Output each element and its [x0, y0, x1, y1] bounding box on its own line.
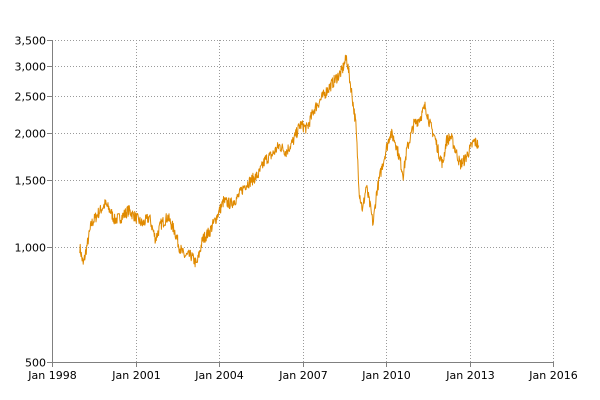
- x-tick-label: Jan 2004: [194, 369, 243, 382]
- x-tick-label: Jan 2013: [445, 369, 494, 382]
- y-tick-label: 3,000: [15, 61, 47, 74]
- x-tick-label: Jan 2001: [111, 369, 160, 382]
- chart-axes: [52, 40, 553, 363]
- y-tick-label: 1,500: [15, 175, 47, 188]
- y-tick-label: 2,000: [15, 128, 47, 141]
- x-tick-label: Jan 2010: [361, 369, 410, 382]
- y-tick-label: 1,000: [15, 242, 47, 255]
- x-tick-label: Jan 2016: [528, 369, 577, 382]
- y-tick-label: 3,500: [15, 35, 47, 48]
- x-tick-label: Jan 1998: [27, 369, 76, 382]
- y-tick-label: 500: [25, 357, 46, 370]
- chart-plot-area: [79, 54, 480, 268]
- x-tick-label: Jan 2007: [278, 369, 327, 382]
- y-tick-label: 2,500: [15, 91, 47, 104]
- chart-grid: [52, 40, 554, 363]
- series-line: [79, 54, 480, 268]
